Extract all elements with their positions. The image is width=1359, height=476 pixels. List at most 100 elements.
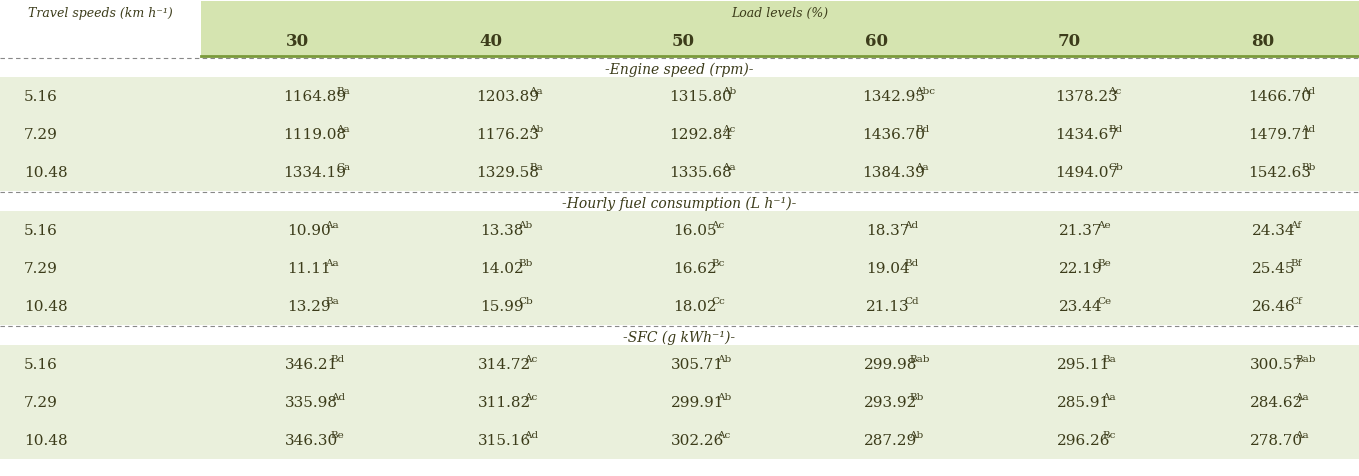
Text: Ab: Ab [529,125,544,134]
Text: 1494.07: 1494.07 [1055,166,1118,179]
Text: Ac: Ac [1108,87,1121,96]
Text: 40: 40 [480,32,501,50]
Text: -SFC (g kWh⁻¹)-: -SFC (g kWh⁻¹)- [624,329,735,344]
Text: Ba: Ba [325,297,338,306]
Text: Cf: Cf [1290,297,1302,306]
Text: Bf: Bf [1290,259,1302,268]
Text: 299.91: 299.91 [671,395,724,409]
Text: 346.30: 346.30 [285,433,338,447]
Text: -Engine speed (rpm)-: -Engine speed (rpm)- [605,62,754,77]
Text: Ad: Ad [1301,87,1316,96]
Text: Bd: Bd [1108,125,1123,134]
Text: 287.29: 287.29 [864,433,917,447]
Text: Af: Af [1290,221,1301,230]
Text: 278.70: 278.70 [1250,433,1303,447]
Text: 296.26: 296.26 [1057,433,1110,447]
Text: 10.48: 10.48 [24,299,68,313]
Bar [0,328,1359,345]
Text: 1176.23: 1176.23 [476,128,540,142]
Text: Cb: Cb [518,297,533,306]
Text: 335.98: 335.98 [285,395,338,409]
Text: Aa: Aa [529,87,542,96]
Text: Aa: Aa [1102,393,1116,402]
Text: 7.29: 7.29 [24,128,58,142]
Text: Aa: Aa [1295,393,1309,402]
Text: Aa: Aa [722,163,735,172]
Text: Aa: Aa [325,221,338,230]
Text: 10.48: 10.48 [24,433,68,447]
Bar [0,383,1359,421]
Text: Bc: Bc [711,259,724,268]
Text: 10.90: 10.90 [287,224,330,238]
Text: 1315.80: 1315.80 [669,90,733,104]
Text: Bd: Bd [330,355,345,364]
Text: Bb: Bb [518,259,533,268]
Text: 7.29: 7.29 [24,395,58,409]
Text: 300.57: 300.57 [1250,357,1303,371]
Text: 5.16: 5.16 [24,357,58,371]
Text: Ad: Ad [904,221,919,230]
Text: 80: 80 [1250,32,1275,50]
Text: Travel speeds (km h⁻¹): Travel speeds (km h⁻¹) [29,7,173,20]
Text: 1203.89: 1203.89 [476,90,540,104]
Text: 293.92: 293.92 [864,395,917,409]
Text: Bd: Bd [915,125,930,134]
Bar [0,345,1359,383]
Text: Ba: Ba [336,87,349,96]
Text: -Hourly fuel consumption (L h⁻¹)-: -Hourly fuel consumption (L h⁻¹)- [563,196,796,210]
Text: 1479.71: 1479.71 [1248,128,1311,142]
Text: 5.16: 5.16 [24,90,58,104]
Bar [0,211,1359,249]
Text: 1378.23: 1378.23 [1055,90,1118,104]
Text: 70: 70 [1057,32,1082,50]
Text: Ab: Ab [722,87,737,96]
Text: Ad: Ad [330,393,345,402]
Text: 346.21: 346.21 [285,357,338,371]
Text: 1119.08: 1119.08 [283,128,347,142]
Bar [0,288,1359,325]
Text: Be: Be [1097,259,1110,268]
Text: Aa: Aa [336,125,349,134]
Text: Ac: Ac [711,221,724,230]
Text: 10.48: 10.48 [24,166,68,179]
Text: Ce: Ce [1097,297,1112,306]
Text: 315.16: 315.16 [478,433,531,447]
Text: Bd: Bd [904,259,919,268]
Text: Ba: Ba [1102,355,1116,364]
Text: Aa: Aa [1295,431,1309,439]
Text: 60: 60 [866,32,887,50]
Text: 21.13: 21.13 [866,299,909,313]
Text: Ac: Ac [523,355,537,364]
Text: 5.16: 5.16 [24,224,58,238]
Bar [0,154,1359,192]
Bar [0,195,1359,211]
Text: Cc: Cc [711,297,724,306]
Text: Ab: Ab [518,221,533,230]
Text: 1434.67: 1434.67 [1055,128,1118,142]
Text: 1335.68: 1335.68 [669,166,733,179]
Text: Aa: Aa [325,259,338,268]
Bar [201,2,1359,58]
Text: 1384.39: 1384.39 [862,166,925,179]
Text: 25.45: 25.45 [1252,261,1295,276]
Text: 16.05: 16.05 [673,224,716,238]
Text: Ac: Ac [722,125,735,134]
Bar [0,2,201,58]
Text: 15.99: 15.99 [480,299,523,313]
Text: Bab: Bab [1295,355,1316,364]
Text: 1436.70: 1436.70 [862,128,925,142]
Text: 7.29: 7.29 [24,261,58,276]
Text: 18.37: 18.37 [866,224,909,238]
Text: Bb: Bb [1301,163,1316,172]
Text: 16.62: 16.62 [673,261,716,276]
Text: 50: 50 [673,32,694,50]
Text: Abc: Abc [915,87,935,96]
Bar [0,61,1359,78]
Text: 284.62: 284.62 [1250,395,1303,409]
Bar [0,78,1359,116]
Text: Be: Be [330,431,344,439]
Text: 14.02: 14.02 [480,261,523,276]
Text: Load levels (%): Load levels (%) [731,7,829,20]
Text: Bc: Bc [1102,431,1116,439]
Text: Ab: Ab [716,355,731,364]
